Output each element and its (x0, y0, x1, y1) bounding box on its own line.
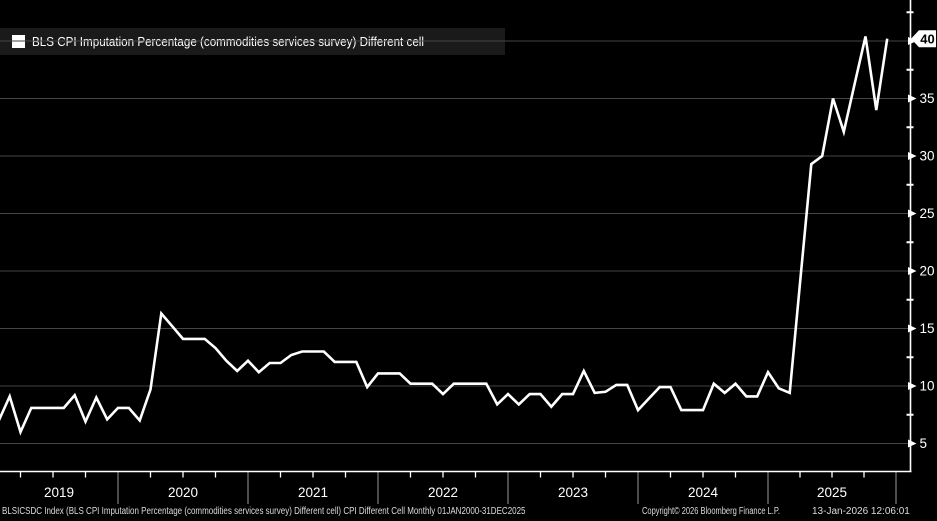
y-tick-label: 5 (920, 436, 928, 451)
y-tick-arrow-icon (908, 94, 917, 103)
y-tick-arrow-icon (908, 382, 917, 390)
x-tick-label-2020: 2020 (168, 485, 198, 500)
x-tick-label-2021: 2021 (298, 485, 328, 500)
y-tick-label: 25 (920, 206, 935, 221)
y-tick-label: 30 (920, 149, 935, 164)
x-tick-label-2025: 2025 (817, 485, 847, 500)
y-tick-arrow-icon (908, 324, 917, 333)
x-tick-label-2022: 2022 (428, 485, 458, 500)
footer-copyright: Copyright© 2026 Bloomberg Finance L.P. (642, 506, 780, 517)
x-tick-label-2023: 2023 (558, 485, 588, 500)
data-line (0, 36, 889, 436)
y-tick-label: 35 (920, 91, 935, 106)
last-value-tag-label: 40 (920, 31, 934, 46)
y-tick-arrow-icon (908, 439, 917, 448)
chart-footer: BLSICSDC Index (BLS CPI Imputation Perce… (0, 505, 937, 520)
y-tick-arrow-icon (908, 267, 917, 275)
x-tick-label-2019: 2019 (44, 485, 74, 500)
y-tick-arrow-icon (908, 152, 917, 160)
footer-security-description: BLSICSDC Index (BLS CPI Imputation Perce… (2, 506, 526, 517)
footer-timestamp: 13-Jan-2026 12:06:01 (812, 506, 910, 517)
y-tick-label: 20 (920, 264, 935, 279)
y-tick-label: 15 (920, 321, 935, 336)
x-tick-label-2024: 2024 (688, 485, 719, 500)
y-tick-label: 10 (920, 379, 935, 394)
y-tick-arrow-icon (908, 209, 917, 218)
last-value-tag (911, 30, 936, 48)
